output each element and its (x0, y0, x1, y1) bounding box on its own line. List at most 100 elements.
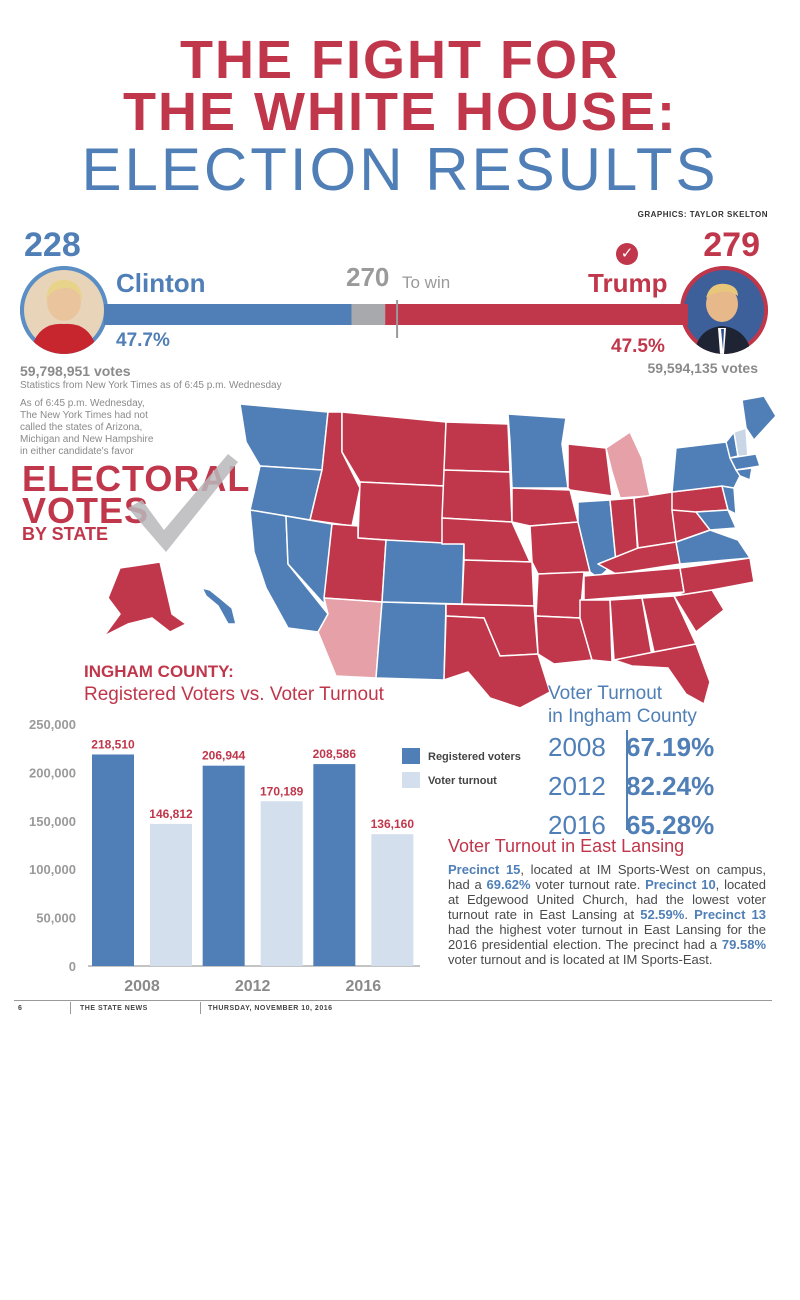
state-louisiana (535, 615, 593, 665)
x-tick-label: 2008 (124, 978, 160, 995)
paragraph-text: . (684, 907, 695, 922)
state-florida (613, 643, 711, 705)
us-electoral-map (103, 395, 777, 708)
trump-votes: 59,594,135 votes (647, 360, 758, 376)
state-texas (443, 615, 551, 708)
state-maine (741, 395, 777, 441)
uncalled-note-line: The New York Times had not (20, 410, 148, 421)
precinct-name: Precinct 13 (694, 907, 766, 922)
footer-date: THURSDAY, NOVEMBER 10, 2016 (208, 1005, 333, 1012)
paragraph-text: voter turnout rate. (530, 877, 646, 892)
paragraph-text: had the highest voter turnout in East La… (448, 922, 766, 952)
trump-photo (680, 266, 768, 354)
to-win-label: To win (402, 273, 451, 292)
uncalled-note-line: called the states of Arizona, (20, 422, 143, 433)
legend-label: Registered voters (428, 751, 521, 763)
precinct-rate: 79.58% (721, 937, 766, 952)
state-south-dakota (441, 469, 513, 523)
east-lansing-title: Voter Turnout in East Lansing (448, 836, 685, 856)
clinton-votes: 59,798,951 votes (20, 363, 131, 379)
y-tick-label: 250,000 (29, 717, 76, 732)
bar-turnout (260, 801, 303, 966)
state-wisconsin (567, 443, 613, 497)
turnout-pct: 67.19% (626, 732, 715, 762)
bar-value-label: 170,189 (260, 784, 304, 798)
bar-registered (92, 754, 134, 966)
clinton-bar (104, 304, 352, 325)
turnout-title: Voter Turnout in Ingham County (548, 682, 697, 728)
bar-value-label: 208,586 (313, 747, 357, 761)
paragraph-text: , located at IM Sports-West on campus, h… (448, 862, 767, 892)
turnout-row: 2008 67.19% (548, 730, 714, 769)
electoral-title-2: VOTES (22, 490, 150, 531)
stats-note: Statistics from New York Times as of 6:4… (20, 380, 282, 391)
state-arizona (317, 597, 383, 679)
chart-title: INGHAM COUNTY: (84, 662, 234, 681)
x-tick-label: 2016 (346, 978, 382, 995)
state-arkansas (535, 571, 585, 619)
state-kansas (461, 559, 535, 607)
turnout-year: 2012 (548, 771, 606, 801)
state-michigan (605, 431, 651, 499)
y-tick-label: 100,000 (29, 862, 76, 877)
trump-electoral-count: 279 (703, 226, 760, 264)
legend-swatch (402, 748, 420, 764)
state-wyoming (357, 481, 445, 545)
bar-registered (313, 764, 356, 966)
uncalled-note-line: As of 6:45 p.m. Wednesday, (20, 398, 145, 409)
turnout-title-line: Voter Turnout (548, 683, 663, 704)
clinton-photo (20, 266, 108, 354)
y-tick-label: 150,000 (29, 814, 76, 829)
chart-subtitle: Registered Voters vs. Voter Turnout (84, 684, 384, 705)
bar-turnout (371, 834, 414, 966)
bar-turnout (150, 823, 192, 966)
footer-divider (70, 1002, 71, 1014)
checkmark-icon (128, 454, 238, 552)
state-montana (341, 411, 447, 487)
state-colorado (381, 539, 465, 605)
trump-bar (385, 304, 688, 325)
x-tick-label: 2012 (235, 978, 271, 995)
turnout-row: 2016 65.28% (548, 808, 714, 847)
state-iowa (511, 487, 579, 527)
turnout-pct: 82.24% (626, 771, 715, 801)
bar-value-label: 206,944 (202, 749, 246, 763)
title-line-1: THE FIGHT FOR (180, 30, 620, 90)
precinct-rate: 69.62% (486, 877, 531, 892)
uncalled-note-line: Michigan and New Hampshire (20, 434, 154, 445)
state-north-dakota (443, 421, 511, 473)
winner-check-icon: ✓ (616, 243, 638, 265)
state-connecticut (735, 467, 753, 481)
clinton-name: Clinton (116, 268, 206, 298)
clinton-electoral-count: 228 (24, 226, 81, 264)
title-line-3: ELECTION RESULTS (81, 136, 719, 203)
turnout-year: 2008 (548, 732, 606, 762)
bar-registered (202, 765, 245, 966)
state-hawaii (201, 587, 237, 625)
state-massachusetts (729, 453, 761, 471)
state-minnesota (507, 413, 569, 489)
legend-swatch (402, 772, 420, 788)
turnout-year: 2016 (548, 810, 606, 840)
clinton-pct: 47.7% (116, 330, 170, 351)
turnout-pct: 65.28% (626, 810, 715, 840)
precinct-name: Precinct 15 (448, 862, 521, 877)
electoral-progress-bar (104, 300, 688, 338)
east-lansing-paragraph: Precinct 15, located at IM Sports-West o… (448, 862, 766, 967)
bar-value-label: 146,812 (149, 807, 193, 821)
graphics-credit: GRAPHICS: TAYLOR SKELTON (637, 210, 768, 219)
y-tick-label: 0 (69, 959, 76, 974)
y-tick-label: 200,000 (29, 765, 76, 780)
y-tick-label: 50,000 (36, 911, 76, 926)
state-washington (239, 403, 329, 471)
turnout-row: 2012 82.24% (548, 769, 714, 808)
uncalled-note: As of 6:45 p.m. Wednesday, The New York … (20, 398, 153, 458)
footer-divider (200, 1002, 201, 1014)
footer-page: 6 (18, 1005, 23, 1012)
footer-paper: THE STATE NEWS (80, 1005, 148, 1012)
state-mississippi (579, 599, 613, 663)
turnout-divider (626, 730, 628, 830)
turnout-table: 2008 67.19% 2012 82.24% 2016 65.28% (548, 730, 714, 847)
paragraph-text: , located at Edgewood United Church, had… (448, 877, 766, 922)
turnout-bar-chart: 0 50,000 100,000 150,000 200,000 250,000 218,… (29, 717, 521, 995)
